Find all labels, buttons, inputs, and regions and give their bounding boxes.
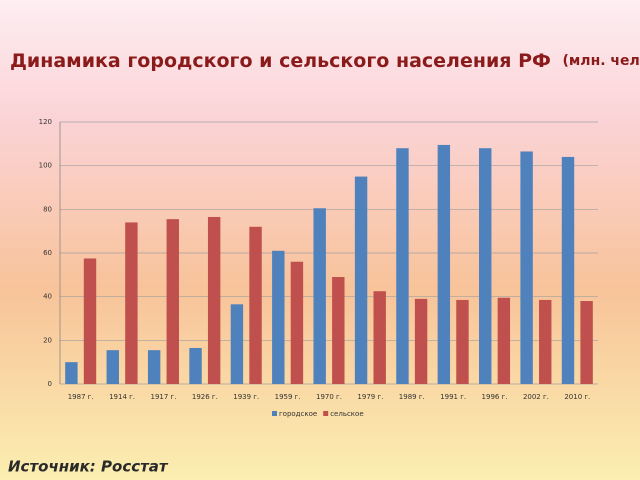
bar <box>456 299 469 384</box>
bar <box>230 304 244 384</box>
x-tick-label: 2010 г. <box>564 393 590 401</box>
bar <box>332 277 345 384</box>
bar <box>520 151 533 384</box>
x-tick-label: 1970 г. <box>316 393 342 401</box>
title-main: Динамика городского и сельского населени… <box>10 50 551 72</box>
title-unit: (млн. чел.) <box>562 53 640 69</box>
bar <box>290 261 304 384</box>
bar <box>580 301 593 384</box>
y-tick-label: 80 <box>43 205 52 213</box>
x-tick-label: 1991 г. <box>440 393 466 401</box>
bar <box>83 258 97 384</box>
bar <box>497 297 511 384</box>
x-tick-label: 1996 г. <box>482 393 508 401</box>
bar <box>396 148 409 384</box>
x-tick-label: 1989 г. <box>399 393 425 401</box>
bar <box>65 362 78 384</box>
y-tick-label: 60 <box>43 249 52 257</box>
bar <box>207 216 221 384</box>
y-tick-label: 100 <box>39 162 52 170</box>
x-tick-label: 1987 г. <box>68 393 94 401</box>
x-tick-label: 1926 г. <box>192 393 218 401</box>
bar <box>166 219 179 384</box>
x-tick-label: 1917 г. <box>150 393 176 401</box>
legend-swatch <box>272 411 277 416</box>
bar <box>249 226 262 384</box>
bar <box>539 299 552 384</box>
bar <box>147 350 161 384</box>
bar <box>561 156 575 384</box>
x-tick-label: 1914 г. <box>109 393 135 401</box>
bar <box>189 347 202 384</box>
y-tick-label: 40 <box>43 293 52 301</box>
x-tick-label: 1979 г. <box>357 393 383 401</box>
y-tick-label: 120 <box>39 118 52 126</box>
x-tick-label: 1959 г. <box>275 393 301 401</box>
legend-swatch <box>323 411 329 416</box>
bar <box>272 250 285 384</box>
x-tick-label: 1939 г. <box>233 393 259 401</box>
chart-title: Динамика городского и сельского населени… <box>10 50 640 72</box>
bar <box>437 144 451 384</box>
legend-label: городское <box>279 410 317 418</box>
bar <box>373 291 386 384</box>
bar <box>479 148 492 384</box>
legend-label: сельское <box>330 410 363 418</box>
bar <box>354 176 368 384</box>
x-tick-label: 2002 г. <box>523 393 549 401</box>
y-tick-label: 0 <box>48 380 52 388</box>
bar <box>125 222 138 384</box>
source: Источник: Росстат <box>8 458 169 476</box>
bar <box>106 350 119 384</box>
bar <box>313 208 326 384</box>
bar <box>414 298 428 384</box>
y-tick-label: 20 <box>43 336 52 344</box>
